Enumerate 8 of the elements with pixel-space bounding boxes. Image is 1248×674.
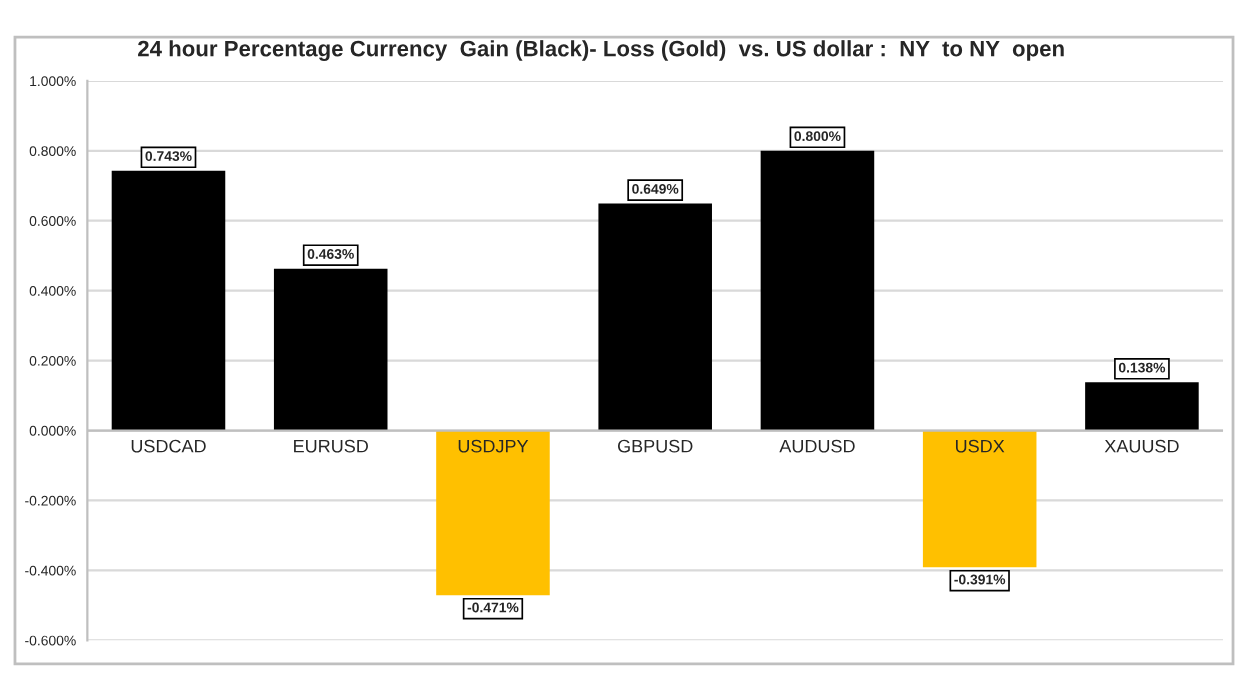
x-tick-label: USDJPY (458, 439, 529, 453)
x-tick-label: GBPUSD (617, 439, 693, 453)
x-tick-label: USDX (955, 439, 1005, 453)
x-tick-label: EURUSD (294, 439, 368, 453)
chart-title: 24 hour Percentage Currency Gain (Black)- Loss (Gold) vs. US dollar : NY to NY open (138, 40, 1064, 61)
x-tick-label: XAUUSD (1104, 439, 1179, 453)
x-tick-label: AUDUSD (779, 439, 855, 453)
x-tick-label: USDCAD (131, 439, 206, 453)
